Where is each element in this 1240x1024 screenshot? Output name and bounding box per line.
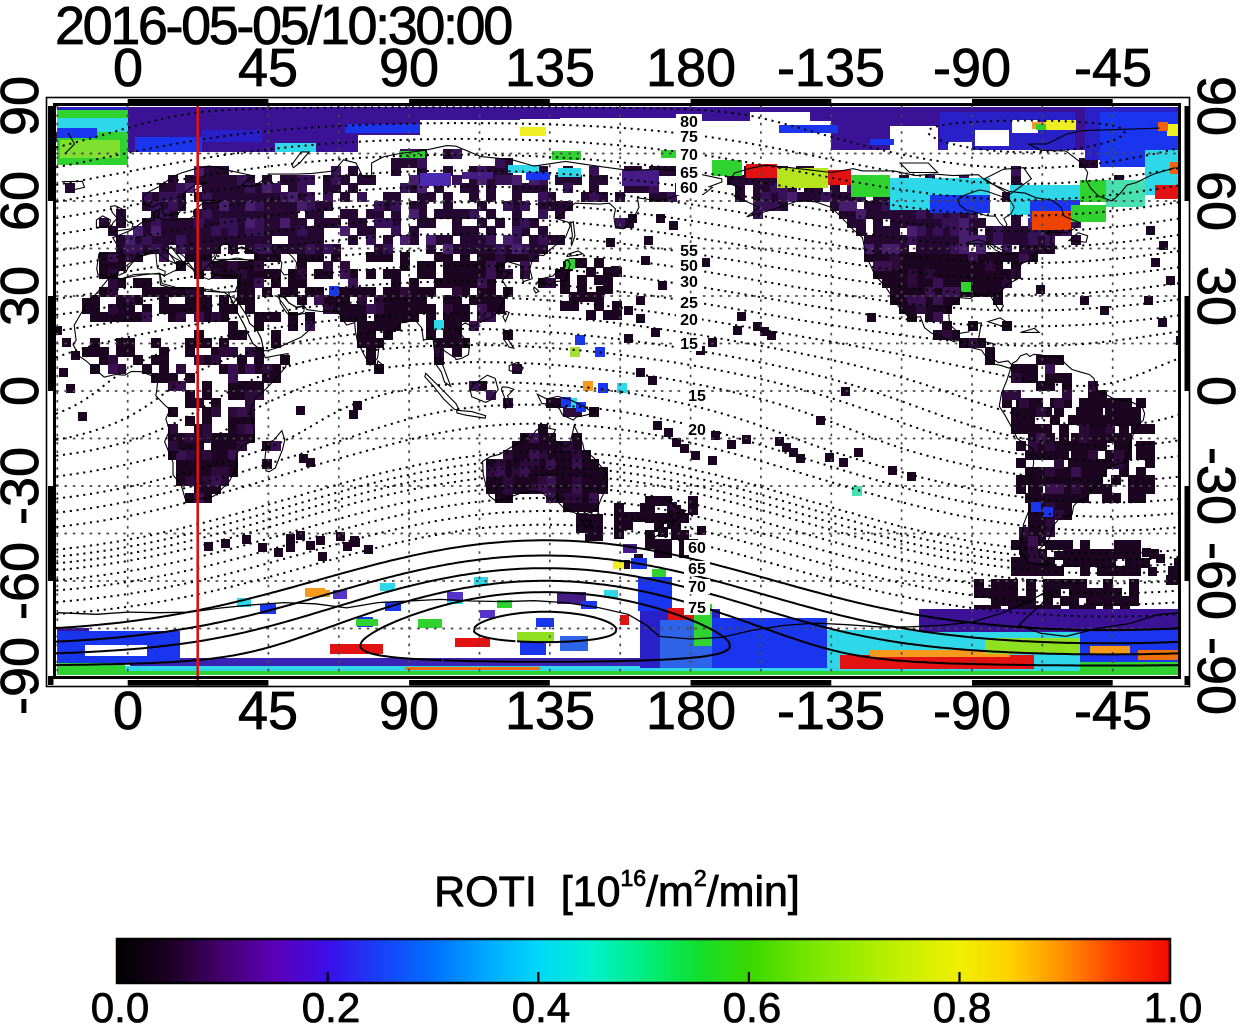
svg-text:30: 30 <box>1186 266 1240 326</box>
svg-text:15: 15 <box>688 388 706 405</box>
svg-text:-60: -60 <box>1186 542 1240 620</box>
svg-text:80: 80 <box>680 114 698 131</box>
svg-text:135: 135 <box>505 38 595 98</box>
svg-text:0: 0 <box>113 681 143 741</box>
svg-text:-90: -90 <box>1186 637 1240 715</box>
svg-text:70: 70 <box>688 579 706 596</box>
svg-text:90: 90 <box>0 76 50 136</box>
svg-text:0.0: 0.0 <box>91 984 149 1024</box>
svg-text:-135: -135 <box>777 681 885 741</box>
svg-text:-45: -45 <box>1074 38 1152 98</box>
svg-text:0.2: 0.2 <box>302 984 360 1024</box>
svg-text:-30: -30 <box>0 447 50 525</box>
svg-text:15: 15 <box>680 336 698 353</box>
svg-text:-90: -90 <box>933 681 1011 741</box>
svg-text:90: 90 <box>379 681 439 741</box>
svg-text:20: 20 <box>688 422 706 439</box>
svg-text:0.6: 0.6 <box>723 984 781 1024</box>
svg-text:-30: -30 <box>1186 447 1240 525</box>
svg-text:135: 135 <box>505 681 595 741</box>
svg-text:70: 70 <box>680 147 698 164</box>
svg-text:25: 25 <box>680 295 698 312</box>
svg-text:2016-05-05/10:30:00: 2016-05-05/10:30:00 <box>55 0 511 56</box>
svg-text:50: 50 <box>680 258 698 275</box>
svg-text:75: 75 <box>688 600 706 617</box>
svg-text:65: 65 <box>680 165 698 182</box>
svg-text:45: 45 <box>238 681 298 741</box>
svg-text:0.4: 0.4 <box>512 984 570 1024</box>
svg-text:0: 0 <box>1186 376 1240 406</box>
svg-text:0.8: 0.8 <box>933 984 991 1024</box>
svg-text:90: 90 <box>379 38 439 98</box>
svg-text:-45: -45 <box>1074 681 1152 741</box>
svg-text:0: 0 <box>113 38 143 98</box>
svg-text:1.0: 1.0 <box>1144 984 1202 1024</box>
svg-text:-135: -135 <box>777 38 885 98</box>
svg-text:75: 75 <box>680 129 698 146</box>
svg-text:60: 60 <box>1186 171 1240 231</box>
svg-text:60: 60 <box>0 171 50 231</box>
svg-text:-90: -90 <box>0 637 50 715</box>
svg-text:90: 90 <box>1186 76 1240 136</box>
svg-text:-90: -90 <box>933 38 1011 98</box>
svg-text:-60: -60 <box>0 542 50 620</box>
svg-text:180: 180 <box>646 38 736 98</box>
svg-text:45: 45 <box>238 38 298 98</box>
svg-text:20: 20 <box>680 312 698 329</box>
svg-text:65: 65 <box>688 561 706 578</box>
svg-text:ROTI [1016/m2/min]: ROTI [1016/m2/min] <box>434 865 800 916</box>
svg-text:30: 30 <box>680 274 698 291</box>
svg-text:60: 60 <box>688 540 706 557</box>
svg-text:55: 55 <box>680 243 698 260</box>
svg-text:0: 0 <box>0 376 50 406</box>
svg-text:180: 180 <box>646 681 736 741</box>
svg-text:60: 60 <box>680 180 698 197</box>
svg-text:30: 30 <box>0 266 50 326</box>
